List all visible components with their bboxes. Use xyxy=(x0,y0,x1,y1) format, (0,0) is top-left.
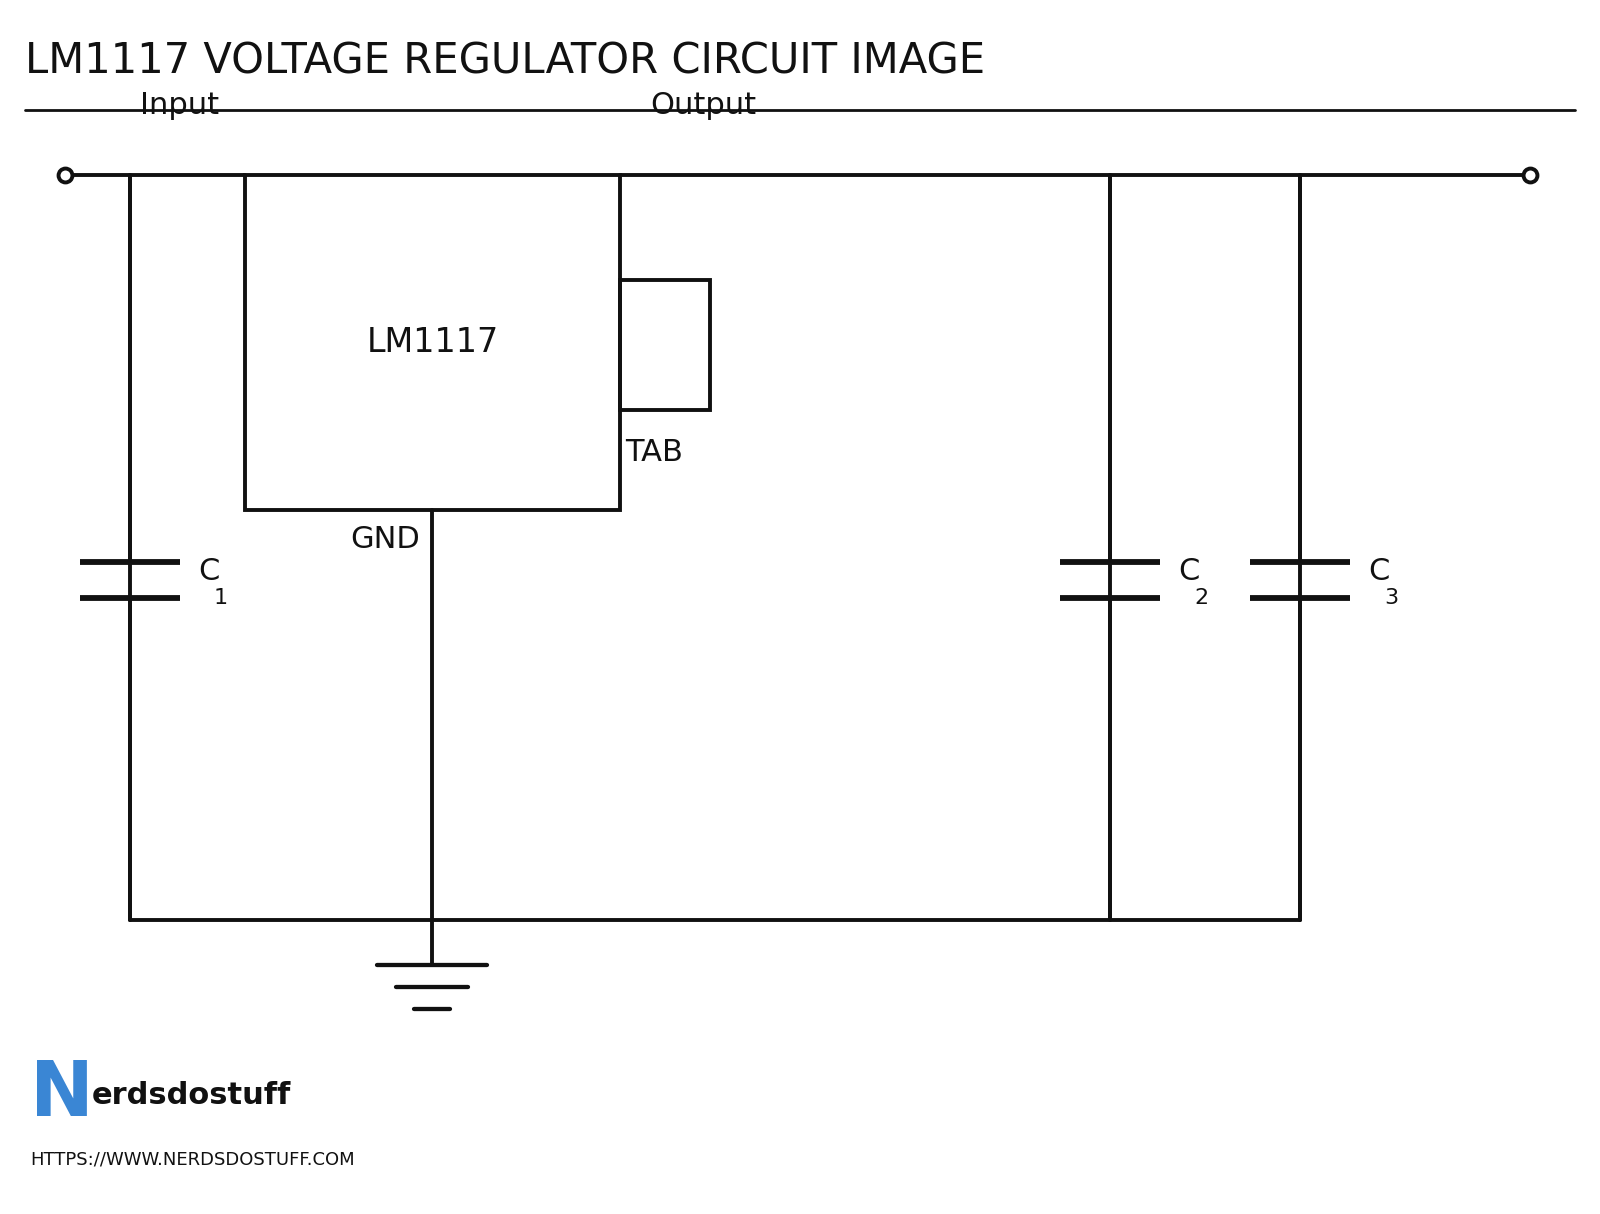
Text: Input: Input xyxy=(141,91,219,120)
Bar xyxy=(245,175,621,510)
Text: 1: 1 xyxy=(214,588,229,608)
Text: HTTPS://WWW.NERDSDOSTUFF.COM: HTTPS://WWW.NERDSDOSTUFF.COM xyxy=(30,1151,355,1169)
Text: TAB: TAB xyxy=(626,438,683,467)
Text: C: C xyxy=(1178,557,1200,586)
Text: C: C xyxy=(1368,557,1389,586)
Text: LM1117 VOLTAGE REGULATOR CIRCUIT IMAGE: LM1117 VOLTAGE REGULATOR CIRCUIT IMAGE xyxy=(26,41,986,83)
Text: 3: 3 xyxy=(1384,588,1398,608)
Text: GND: GND xyxy=(350,524,419,554)
Bar xyxy=(621,280,710,410)
Text: erdsdostuff: erdsdostuff xyxy=(93,1080,291,1110)
Text: 2: 2 xyxy=(1194,588,1208,608)
Text: LM1117: LM1117 xyxy=(366,327,499,359)
Text: C: C xyxy=(198,557,219,586)
Text: Output: Output xyxy=(650,91,757,120)
Text: N: N xyxy=(30,1057,94,1131)
